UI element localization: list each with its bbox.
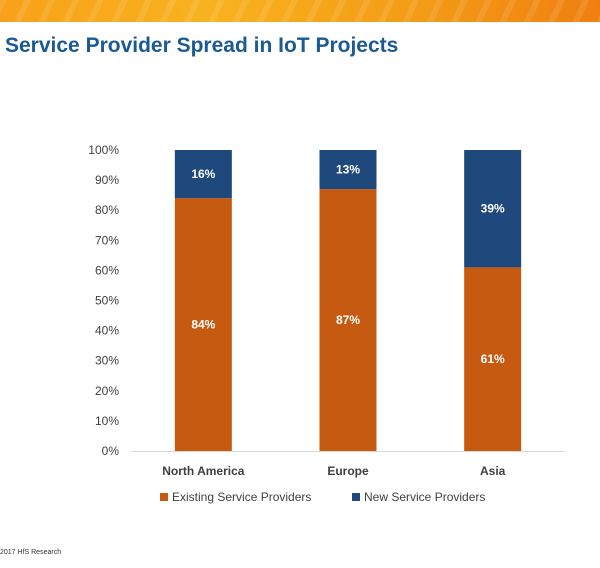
legend-swatch — [160, 493, 168, 501]
data-label: 84% — [191, 318, 215, 332]
bar-segment — [319, 150, 377, 190]
y-tick-label: 10% — [95, 414, 119, 428]
y-tick-label: 40% — [95, 324, 119, 338]
y-tick-label: 60% — [95, 263, 119, 277]
x-category-label: North America — [162, 464, 245, 478]
y-tick-label: 80% — [95, 203, 119, 217]
bar-segment — [174, 198, 232, 451]
legend-label: Existing Service Providers — [172, 490, 311, 504]
y-tick-label: 70% — [95, 233, 119, 247]
header-banner — [0, 0, 600, 22]
y-tick-label: 100% — [88, 143, 119, 157]
y-tick-label: 50% — [95, 294, 119, 308]
bar-segment — [174, 150, 232, 199]
y-tick-label: 20% — [95, 384, 119, 398]
copyright-footer: 2017 HfS Research — [0, 549, 62, 556]
data-label: 87% — [336, 313, 360, 327]
bar-segment — [464, 150, 522, 268]
data-label: 39% — [481, 202, 505, 216]
bar-segment — [464, 267, 522, 451]
legend-label: New Service Providers — [364, 490, 485, 504]
y-tick-label: 0% — [102, 444, 120, 458]
data-label: 16% — [191, 167, 215, 181]
legend-swatch — [352, 493, 360, 501]
page-title: Service Provider Spread in IoT Projects — [5, 34, 399, 57]
bar-segment — [319, 189, 377, 451]
data-label: 13% — [336, 163, 360, 177]
x-category-label: Europe — [327, 464, 369, 478]
y-tick-label: 90% — [95, 173, 119, 187]
x-category-label: Asia — [480, 464, 506, 478]
y-tick-label: 30% — [95, 354, 119, 368]
data-label: 61% — [481, 352, 505, 366]
